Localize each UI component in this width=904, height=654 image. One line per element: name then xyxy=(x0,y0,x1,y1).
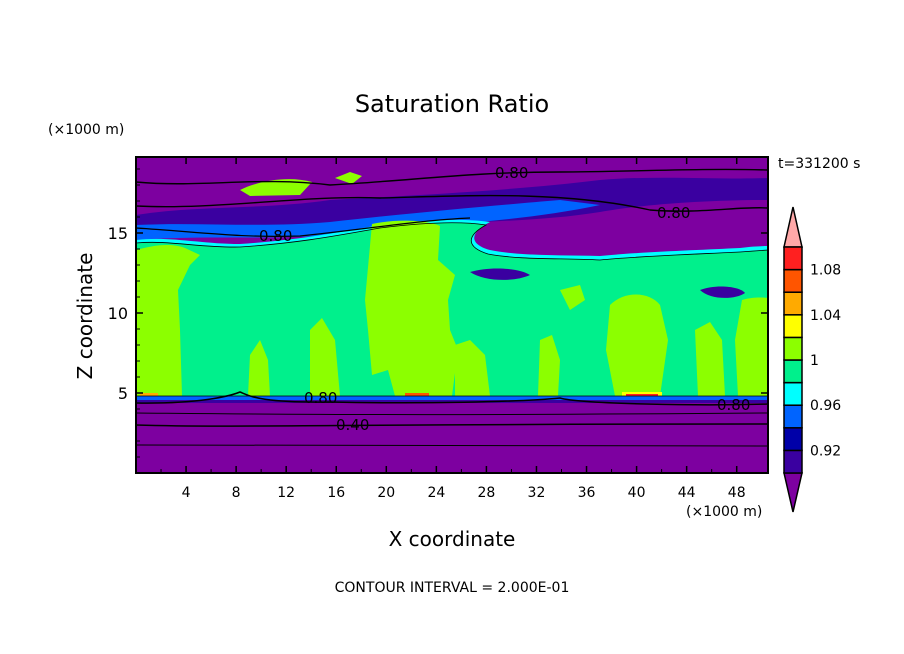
x-tick-label: 28 xyxy=(478,485,496,501)
field-boundary-layer-edge xyxy=(136,396,768,400)
x-tick-label: 20 xyxy=(377,485,395,501)
field-lime-spike xyxy=(560,285,585,310)
field-lime-spike xyxy=(538,335,560,396)
colorbar-swatch xyxy=(783,381,803,406)
colorbar-swatch xyxy=(783,336,803,361)
y-tick-label: 15 xyxy=(108,224,128,243)
field-indigo-band xyxy=(136,177,768,231)
x-tick-label: 44 xyxy=(678,485,696,501)
time-label: t=331200 s xyxy=(778,156,860,172)
x-tick-label: 32 xyxy=(528,485,546,501)
field-lime-region xyxy=(136,244,200,396)
colorbar-swatch xyxy=(783,449,803,474)
x-tick-label: 4 xyxy=(182,485,191,501)
colorbar-swatch xyxy=(783,246,803,271)
field-lime-upper xyxy=(335,172,362,184)
field-lime-region xyxy=(606,294,668,396)
x-units-label: (×1000 m) xyxy=(686,504,762,520)
plot-frame xyxy=(135,156,769,474)
colorbar-tick-label: 1.08 xyxy=(810,263,841,279)
field-lime-region xyxy=(735,297,768,396)
x-tick-label: 24 xyxy=(427,485,445,501)
field-dry-pocket xyxy=(470,268,530,280)
contour-label: 0.80 xyxy=(304,389,337,407)
field-lime-spike xyxy=(455,340,490,396)
x-tick-label: 48 xyxy=(728,485,746,501)
x-tick-label: 12 xyxy=(277,485,295,501)
contour-label: 0.40 xyxy=(336,416,369,434)
colorbar-swatch xyxy=(783,359,803,384)
colorbar-swatch xyxy=(783,404,803,429)
colorbar-under-triangle xyxy=(783,472,803,513)
contour-label: 0.80 xyxy=(259,227,292,245)
colorbar-swatch xyxy=(783,427,803,452)
x-tick-label: 36 xyxy=(578,485,596,501)
colorbar-swatch xyxy=(783,291,803,316)
colorbar: 0.92 0.96 1 1.04 1.08 xyxy=(783,206,841,513)
chart-title: Saturation Ratio xyxy=(355,90,549,118)
contour-label: 0.80 xyxy=(717,396,750,414)
x-axis-label: X coordinate xyxy=(389,527,516,551)
x-tick-label: 40 xyxy=(628,485,646,501)
y-tick-label: 5 xyxy=(118,384,128,403)
colorbar-tick-label: 1 xyxy=(810,353,819,369)
colorbar-swatch xyxy=(783,268,803,293)
y-tick-label: 10 xyxy=(108,304,128,323)
y-axis: 5 10 15 xyxy=(108,168,768,458)
x-axis: 4 8 12 16 20 24 28 32 36 40 44 48 xyxy=(160,157,746,501)
colorbar-tick-label: 1.04 xyxy=(810,308,841,324)
contour-label: 0.80 xyxy=(495,164,528,182)
colorbar-swatch xyxy=(783,314,803,339)
colorbar-tick-label: 0.96 xyxy=(810,398,841,414)
colorbar-tick-label: 0.92 xyxy=(810,443,841,459)
contour-lines xyxy=(136,168,768,447)
colorbar-over-triangle xyxy=(783,206,803,248)
field-warm-patch xyxy=(626,394,658,396)
contour-interval-label: CONTOUR INTERVAL = 2.000E-01 xyxy=(335,580,570,596)
field-lime-spike xyxy=(695,322,725,396)
field-warm-patch xyxy=(405,393,429,397)
field-boundary-layer-edge xyxy=(136,400,768,403)
y-axis-label: Z coordinate xyxy=(73,253,97,380)
field-lime-spike xyxy=(248,340,270,396)
field-blue-band xyxy=(136,200,600,240)
field-lime-upper xyxy=(240,179,312,196)
contour-label: 0.80 xyxy=(657,204,690,222)
field-lime-spike xyxy=(310,318,340,396)
y-units-label: (×1000 m) xyxy=(48,122,124,138)
field-lime-region xyxy=(365,220,458,396)
field-dry-pocket xyxy=(700,286,745,298)
contour-labels: 0.80 0.80 0.80 0.80 0.80 0.40 xyxy=(259,164,750,434)
x-tick-label: 8 xyxy=(232,485,241,501)
plot-field xyxy=(136,157,768,473)
x-tick-label: 16 xyxy=(327,485,345,501)
field-warm-patch xyxy=(140,393,158,397)
